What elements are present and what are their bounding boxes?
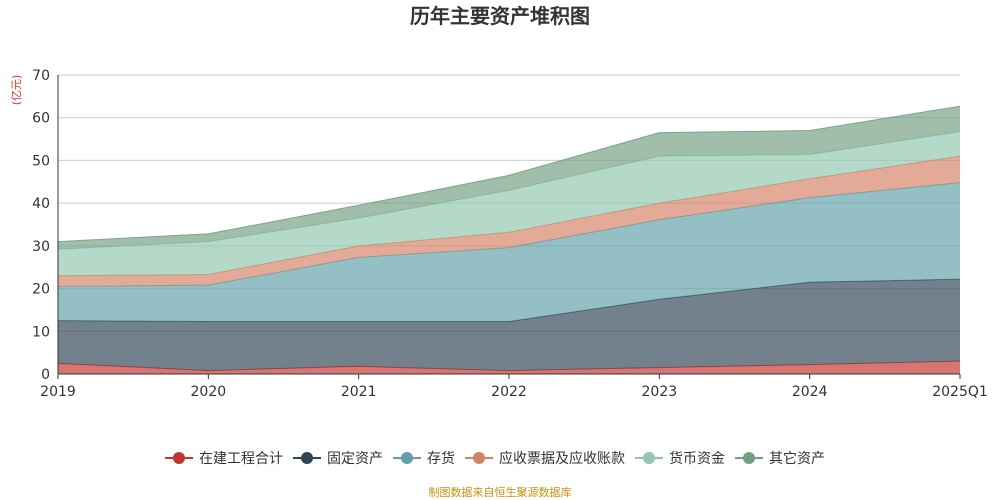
x-tick-label: 2022	[491, 384, 527, 400]
y-tick-label: 60	[32, 111, 50, 127]
y-axis-unit: (亿元)	[10, 75, 23, 106]
legend-item-2[interactable]: 存货	[393, 450, 455, 467]
legend-label: 应收票据及应收账款	[499, 450, 625, 467]
area-series-edge-0	[57, 360, 961, 372]
x-tick-label: 2021	[341, 384, 377, 400]
legend-label: 固定资产	[327, 451, 383, 467]
x-tick-label: 2023	[642, 384, 678, 400]
legend-marker-icon	[743, 452, 755, 464]
legend-label: 存货	[427, 450, 455, 467]
legend-item-3[interactable]: 应收票据及应收账款	[465, 450, 625, 467]
area-series-1	[58, 279, 960, 371]
y-tick-label: 30	[32, 239, 50, 255]
area-series-group	[57, 105, 961, 374]
legend-item-4[interactable]: 货币资金	[635, 450, 725, 467]
y-tick-label: 20	[32, 282, 50, 298]
legend[interactable]: 在建工程合计 固定资产 存货 应收票据及应收账款 货币资金 其它资产	[165, 450, 825, 467]
legend-item-5[interactable]: 其它资产	[735, 450, 825, 467]
area-series-4	[58, 131, 960, 276]
legend-item-1[interactable]: 固定资产	[293, 451, 383, 467]
area-series-edge-3	[57, 155, 961, 277]
legend-label: 其它资产	[769, 450, 825, 467]
legend-label: 货币资金	[669, 450, 725, 467]
legend-label: 在建工程合计	[199, 451, 283, 467]
y-tick-labels: 0 10 20 30 40 50 60 70	[32, 68, 50, 383]
y-tick-label: 50	[32, 153, 50, 169]
y-tick-label: 40	[32, 196, 50, 212]
x-tick-label: 2019	[40, 384, 76, 400]
area-series-5	[58, 106, 960, 250]
legend-item-0[interactable]: 在建工程合计	[165, 451, 283, 467]
y-tick-label: 10	[32, 324, 50, 340]
area-series-edge-4	[57, 131, 961, 250]
legend-marker-icon	[301, 452, 313, 464]
x-tick-label: 2025Q1	[932, 384, 988, 400]
x-tick-label: 2020	[191, 384, 227, 400]
legend-marker-icon	[173, 452, 185, 464]
chart-title: 历年主要资产堆积图	[410, 4, 590, 28]
area-series-0	[58, 361, 960, 374]
legend-marker-icon	[473, 452, 485, 464]
legend-marker-icon	[643, 452, 655, 464]
x-tick-labels: 2019 2020 2021 2022 2023 2024 2025Q1	[40, 374, 988, 400]
data-source-note: 制图数据来自恒生聚源数据库	[429, 485, 572, 499]
y-tick-label: 70	[32, 68, 50, 84]
area-series-edge-5	[57, 105, 961, 243]
area-series-2	[58, 182, 960, 322]
y-tick-label: 0	[41, 367, 50, 383]
legend-marker-icon	[401, 452, 413, 464]
x-tick-label: 2024	[792, 384, 828, 400]
